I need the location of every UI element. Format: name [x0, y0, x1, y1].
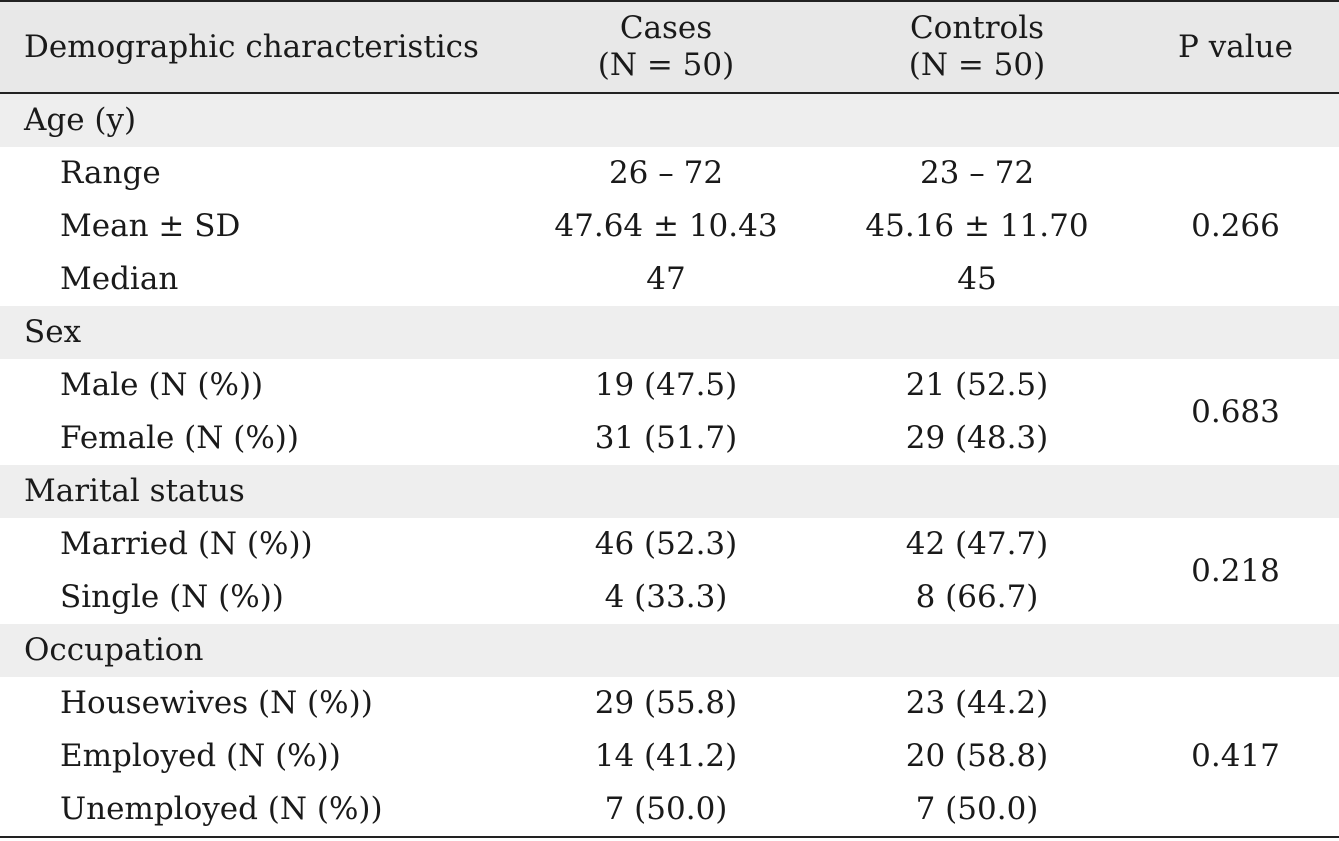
controls-value: 23 (44.2)	[905, 685, 1049, 721]
header-controls-title: Controls	[909, 10, 1045, 46]
table-row: Unemployed (N (%)) 7 (50.0) 7 (50.0)	[0, 783, 1339, 838]
header-cases: Cases (N = 50)	[510, 0, 822, 94]
cases-value: 26 – 72	[608, 155, 724, 191]
cases-value: 46 (52.3)	[594, 526, 738, 562]
row-label: Single (N (%))	[60, 579, 284, 615]
cases-value: 4 (33.3)	[604, 579, 728, 615]
row-label: Male (N (%))	[60, 367, 264, 403]
header-p-value: P value	[1132, 0, 1339, 94]
cases-value: 14 (41.2)	[594, 738, 738, 774]
controls-value: 8 (66.7)	[915, 579, 1039, 615]
controls-value: 23 – 72	[919, 155, 1035, 191]
p-value: 0.218	[1191, 552, 1280, 589]
cases-value: 31 (51.7)	[594, 420, 738, 456]
table-row: Married (N (%)) 46 (52.3) 42 (47.7) 0.218	[0, 518, 1339, 589]
controls-value: 45.16 ± 11.70	[865, 208, 1089, 244]
cases-value: 19 (47.5)	[594, 367, 738, 403]
group-row: Sex	[0, 306, 1339, 359]
cases-value: 47.64 ± 10.43	[554, 208, 778, 244]
group-label: Occupation	[0, 624, 1339, 677]
group-row: Marital status	[0, 465, 1339, 518]
header-row: Demographic characteristics Cases (N = 5…	[0, 0, 1339, 94]
header-cases-n: (N = 50)	[597, 47, 735, 83]
row-label: Married (N (%))	[60, 526, 313, 562]
p-value: 0.266	[1191, 208, 1280, 244]
row-label: Range	[60, 155, 161, 191]
group-label: Marital status	[0, 465, 1339, 518]
table-header: Demographic characteristics Cases (N = 5…	[0, 0, 1339, 94]
controls-value: 42 (47.7)	[905, 526, 1049, 562]
cases-value: 7 (50.0)	[510, 783, 822, 838]
group-label: Age (y)	[0, 93, 1339, 147]
row-label: Employed (N (%))	[60, 738, 341, 774]
controls-value: 45	[957, 261, 997, 297]
row-label: Mean ± SD	[60, 208, 241, 244]
row-label: Female (N (%))	[60, 420, 299, 456]
p-value: 0.417	[1132, 677, 1339, 838]
controls-value: 21 (52.5)	[905, 367, 1049, 403]
group-label: Sex	[0, 306, 1339, 359]
controls-value: 7 (50.0)	[822, 783, 1132, 838]
row-label: Median	[60, 261, 179, 297]
controls-value: 29 (48.3)	[905, 420, 1049, 456]
group-row: Age (y)	[0, 93, 1339, 147]
table-row: Male (N (%)) 19 (47.5) 21 (52.5) 0.683	[0, 359, 1339, 430]
header-controls-n: (N = 50)	[908, 47, 1046, 83]
row-label: Housewives (N (%))	[60, 685, 373, 721]
header-demographic-characteristics: Demographic characteristics	[0, 0, 510, 94]
table-row: Employed (N (%)) 14 (41.2) 20 (58.8)	[0, 730, 1339, 783]
cases-value: 47	[646, 261, 686, 297]
table-row: Median 47 45	[0, 253, 1339, 306]
table-body: Age (y) Range 26 – 72 23 – 72 0.266 Mean ± SD…	[0, 93, 1339, 838]
cases-value: 29 (55.8)	[594, 685, 738, 721]
group-row: Occupation	[0, 624, 1339, 677]
header-controls: Controls (N = 50)	[822, 0, 1132, 94]
header-cases-title: Cases	[619, 10, 713, 46]
table-row: Mean ± SD 47.64 ± 10.43 45.16 ± 11.70	[0, 200, 1339, 253]
table-row: Female (N (%)) 31 (51.7) 29 (48.3)	[0, 412, 1339, 465]
p-value: 0.683	[1191, 393, 1280, 430]
table-row: Single (N (%)) 4 (33.3) 8 (66.7)	[0, 571, 1339, 624]
table-row: Range 26 – 72 23 – 72 0.266	[0, 147, 1339, 244]
table-row: Housewives (N (%)) 29 (55.8) 23 (44.2) 0.41…	[0, 677, 1339, 838]
controls-value: 20 (58.8)	[905, 738, 1049, 774]
row-label: Unemployed (N (%))	[0, 783, 510, 838]
